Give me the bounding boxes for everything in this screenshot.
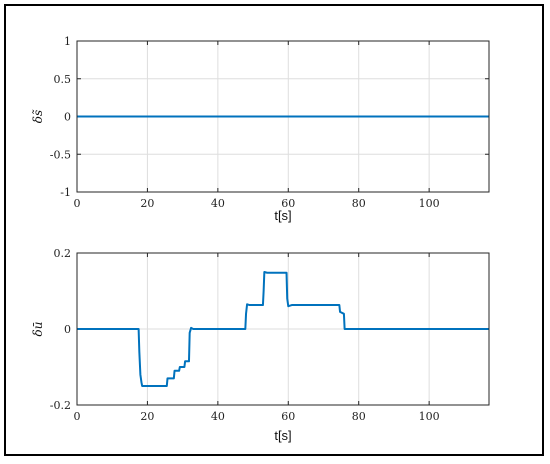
plot2-ytick-label-0.2: 0.2 bbox=[54, 247, 72, 260]
plot1-xtick-label-60: 60 bbox=[281, 197, 295, 210]
plot1-xtick-label-40: 40 bbox=[211, 197, 225, 210]
plot2-ytick-label--0.2: -0.2 bbox=[50, 399, 71, 412]
plot1-y-axis-label: δs̃ bbox=[31, 109, 45, 123]
plot1-axes-box bbox=[76, 40, 490, 193]
plot2-y-axis-label: δū bbox=[31, 322, 45, 337]
plot1-x-axis-label: t[s] bbox=[274, 208, 291, 223]
plot2-x-axis-label: t[s] bbox=[274, 428, 291, 443]
figure-frame bbox=[4, 4, 544, 456]
plot2-xtick-label-0: 0 bbox=[74, 410, 81, 423]
plot1-xtick-label-80: 80 bbox=[352, 197, 366, 210]
plot2-xtick-label-100: 100 bbox=[419, 410, 440, 423]
plot2-xtick-label-80: 80 bbox=[352, 410, 366, 423]
plot1-xtick-label-0: 0 bbox=[74, 197, 81, 210]
plot1-ytick-label-0: 0 bbox=[64, 111, 71, 124]
plot1-ytick-label--0.5: -0.5 bbox=[50, 148, 71, 161]
plot1-xtick-label-20: 20 bbox=[140, 197, 154, 210]
plot1-xtick-label-100: 100 bbox=[419, 197, 440, 210]
plot2-ytick-label-0: 0 bbox=[64, 323, 71, 336]
plot2-xtick-label-40: 40 bbox=[211, 410, 225, 423]
plot1-ytick-label-1: 1 bbox=[64, 35, 71, 48]
plot2-axes-box bbox=[76, 252, 490, 406]
plot2-xtick-label-60: 60 bbox=[281, 410, 295, 423]
plot2-xtick-label-20: 20 bbox=[140, 410, 154, 423]
plot2-series-line-1 bbox=[77, 271, 489, 387]
plot1-ytick-label-0.5: 0.5 bbox=[54, 73, 72, 86]
plot1-ytick-label--1: -1 bbox=[60, 186, 71, 199]
